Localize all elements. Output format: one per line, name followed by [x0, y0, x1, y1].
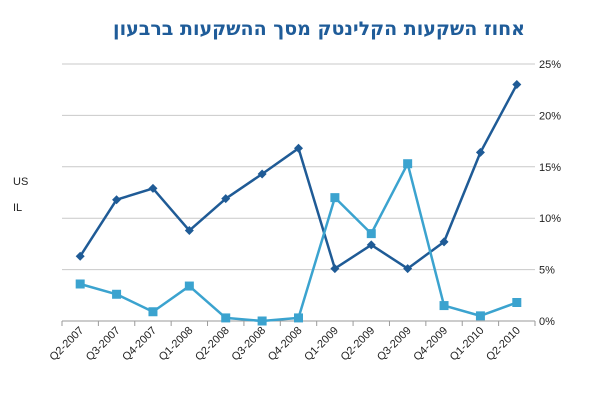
- data-point-us: [475, 147, 485, 157]
- x-tick-label: Q2-2008: [193, 325, 232, 364]
- y-tick-label: 10%: [539, 213, 561, 225]
- x-tick-label: Q3-2008: [229, 325, 268, 364]
- series-line-il: [79, 162, 518, 323]
- data-point-il: [439, 301, 449, 311]
- x-tick-label: Q3-2009: [375, 325, 414, 364]
- y-tick-label: 15%: [539, 162, 561, 174]
- x-tick-label: Q4-2007: [120, 325, 159, 364]
- data-point-il: [294, 313, 303, 323]
- data-point-il: [512, 297, 522, 307]
- y-tick-label: 25%: [539, 59, 561, 71]
- data-point-us: [512, 80, 522, 90]
- data-point-us: [403, 264, 413, 274]
- series-line-us: [79, 83, 518, 270]
- x-tick-label: Q3-2007: [84, 325, 123, 364]
- x-tick-label: Q1-2008: [157, 325, 196, 364]
- x-tick-label: Q2-2010: [484, 325, 523, 364]
- data-point-il: [257, 316, 267, 326]
- data-point-il: [475, 311, 485, 321]
- data-point-il: [112, 289, 122, 299]
- data-point-us: [366, 240, 376, 250]
- legend-label-us: US: [13, 176, 29, 188]
- y-tick-label: 5%: [539, 265, 555, 277]
- x-tick-label: Q4-2008: [266, 325, 305, 364]
- data-point-us: [184, 226, 194, 236]
- data-point-us: [221, 194, 231, 204]
- data-point-il: [184, 281, 194, 291]
- data-point-il: [330, 193, 340, 203]
- legend-label-il: IL: [13, 202, 23, 214]
- x-tick-label: Q4-2009: [411, 325, 450, 364]
- data-point-us: [330, 264, 340, 274]
- data-point-us: [112, 195, 122, 205]
- data-point-il: [75, 279, 85, 289]
- data-point-us: [439, 237, 449, 247]
- data-point-us: [148, 183, 158, 193]
- data-point-il: [366, 229, 376, 239]
- x-tick-label: Q1-2009: [302, 325, 341, 364]
- data-point-us: [257, 169, 267, 179]
- x-tick-label: Q2-2007: [48, 325, 87, 364]
- data-point-us: [294, 143, 303, 153]
- data-point-il: [221, 313, 231, 323]
- data-point-il: [148, 307, 158, 317]
- x-tick-label: Q2-2009: [339, 325, 378, 364]
- data-point-il: [403, 159, 413, 169]
- x-tick-label: Q1-2010: [448, 325, 487, 364]
- y-tick-label: 20%: [539, 110, 561, 122]
- data-point-us: [75, 251, 85, 261]
- chart-title: אחוז השקעות הקלינטק מסך ההשקעות ברבעון: [113, 18, 525, 40]
- y-tick-label: 0%: [539, 316, 555, 328]
